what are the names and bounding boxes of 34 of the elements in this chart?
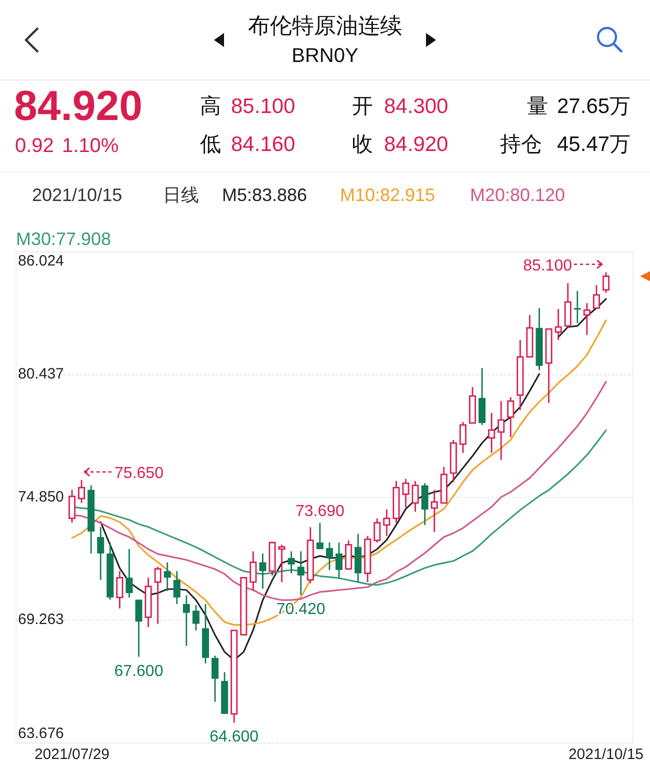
y-tick-label: 63.676 bbox=[18, 725, 64, 742]
text: M10:82.915 bbox=[340, 185, 436, 205]
text: 27.65万 bbox=[557, 95, 631, 118]
text: 84.160 bbox=[231, 133, 296, 156]
text: M5:83.886 bbox=[222, 185, 308, 205]
text: 84.920 bbox=[14, 82, 142, 129]
text: 收 bbox=[352, 133, 373, 156]
annotation: 64.600 bbox=[210, 728, 259, 746]
text: 84.920 bbox=[384, 133, 448, 156]
text: 45.47万 bbox=[557, 133, 631, 156]
text: 0.92 bbox=[15, 135, 54, 157]
y-tick-label: 74.850 bbox=[18, 488, 64, 506]
annotation: 73.690 bbox=[295, 502, 344, 520]
y-tick-label: 86.024 bbox=[18, 252, 64, 270]
chart-subtitle: BRN0Y bbox=[292, 45, 358, 67]
text: 2021/10/15 bbox=[32, 185, 122, 205]
annotation: 67.600 bbox=[114, 662, 164, 680]
text: 1.10% bbox=[62, 135, 119, 157]
y-tick-label: 80.437 bbox=[18, 366, 64, 383]
chart-title: 布伦特原油连续 bbox=[248, 13, 402, 38]
text: 持仓 bbox=[500, 133, 542, 156]
text: 低 bbox=[200, 133, 221, 156]
text: 日线 bbox=[163, 185, 199, 205]
text: M20:80.120 bbox=[470, 185, 566, 205]
annotation: 85.100 bbox=[523, 257, 572, 274]
text: 高 bbox=[200, 95, 221, 118]
text: 量 bbox=[527, 95, 548, 118]
text: 85.100 bbox=[231, 95, 296, 118]
x-tick-label: 2021/07/29 bbox=[34, 746, 110, 763]
text: 84.300 bbox=[384, 95, 448, 118]
text: 开 bbox=[352, 95, 373, 118]
y-tick-label: 69.263 bbox=[18, 611, 64, 628]
annotation: 75.650 bbox=[114, 464, 164, 482]
text: M30:77.908 bbox=[16, 229, 112, 249]
